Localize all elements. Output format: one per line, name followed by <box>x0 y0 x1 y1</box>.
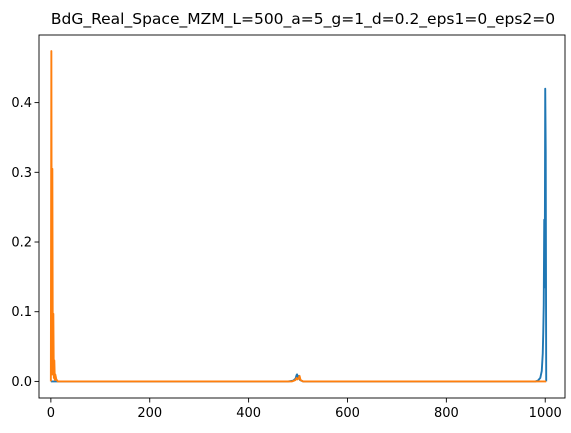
y-axis-ticks: 0.0 0.1 0.2 0.3 0.4 <box>11 96 39 390</box>
x-tick-label: 1000 <box>529 406 562 421</box>
series-line-1 <box>50 87 548 383</box>
x-tick-label: 200 <box>137 406 162 421</box>
plot-area-frame <box>38 34 566 399</box>
y-tick-label: 0.4 <box>11 96 32 111</box>
x-tick-label: 800 <box>434 406 459 421</box>
x-tick-label: 400 <box>236 406 261 421</box>
x-tick-label: 0 <box>47 406 55 421</box>
x-tick-label: 600 <box>335 406 360 421</box>
y-tick-label: 0.3 <box>11 166 32 181</box>
y-tick-label: 0.1 <box>11 305 32 320</box>
y-tick-label: 0.2 <box>11 236 32 251</box>
x-axis-ticks: 0 200 400 600 800 1000 <box>47 398 562 421</box>
y-tick-label: 0.0 <box>11 375 32 390</box>
chart-title: BdG_Real_Space_MZM_L=500_a=5_g=1_d=0.2_e… <box>51 10 555 29</box>
series-layer <box>49 50 548 383</box>
series-line-2 <box>49 50 547 383</box>
